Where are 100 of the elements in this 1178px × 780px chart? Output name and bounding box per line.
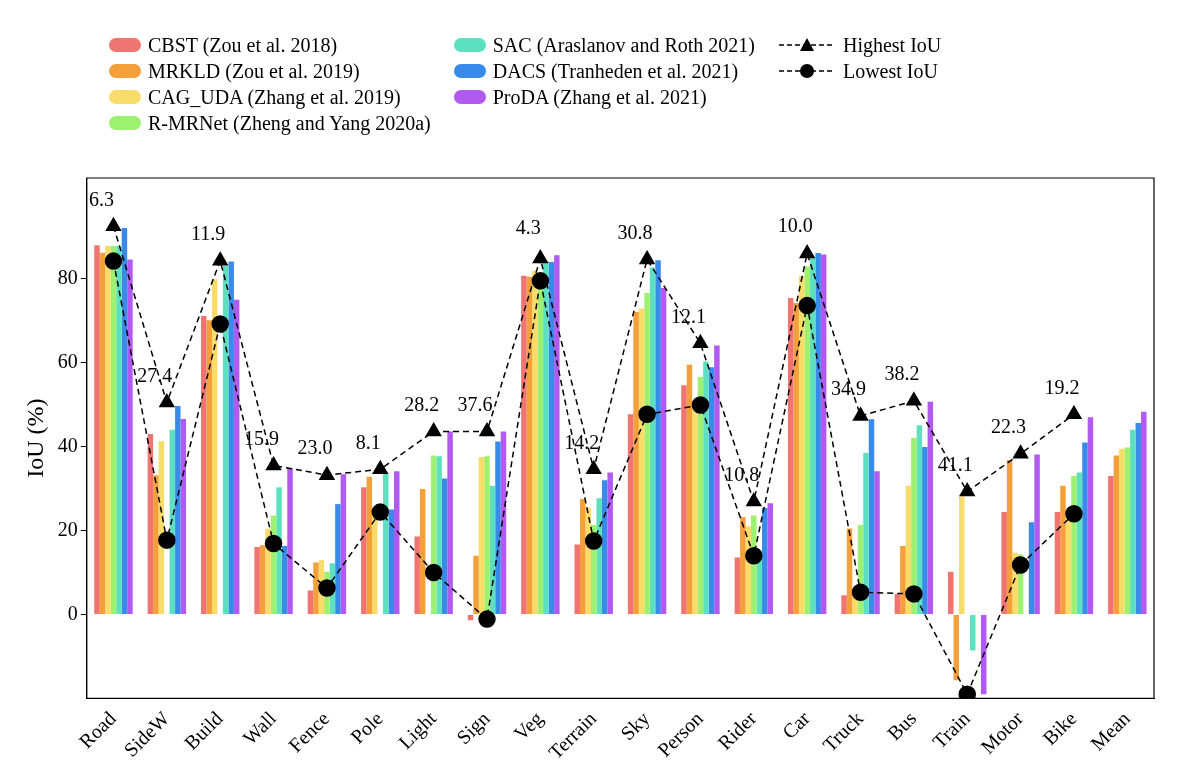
annotation: 28.2 [404, 392, 440, 415]
bar [703, 361, 709, 614]
bar [1028, 522, 1035, 614]
bar [1119, 448, 1125, 614]
bar [815, 253, 821, 614]
bar [922, 447, 928, 614]
point [586, 460, 602, 475]
bar [627, 414, 634, 614]
annotation: 12.1 [670, 304, 706, 327]
bar [601, 480, 608, 614]
point [264, 534, 283, 553]
bar [394, 471, 400, 614]
x-tick-label: Bike [1038, 706, 1081, 750]
bar [1087, 417, 1094, 614]
bar [574, 544, 580, 614]
bar [660, 287, 667, 614]
bar [436, 456, 442, 614]
point [479, 422, 495, 437]
y-tick-label: 0 [67, 601, 78, 624]
point [319, 466, 335, 480]
annotation: 38.2 [884, 362, 920, 385]
point [799, 244, 815, 259]
annotation: 41.1 [937, 452, 973, 475]
bar [969, 614, 976, 651]
annotation: 19.2 [1044, 375, 1080, 398]
y-tick-label: 20 [57, 517, 78, 540]
point [159, 393, 175, 408]
annotation: 6.3 [88, 187, 114, 210]
point [211, 315, 229, 333]
bar [94, 245, 100, 614]
bar [1141, 411, 1147, 614]
bar [762, 507, 768, 614]
bar [532, 270, 538, 614]
bar [1001, 512, 1007, 614]
bar [841, 595, 847, 614]
bar [281, 546, 288, 614]
bar [863, 452, 869, 614]
x-tick-label: Sky [616, 706, 655, 746]
bar [105, 245, 111, 614]
bar [927, 401, 934, 614]
bar [607, 472, 613, 614]
bar [554, 255, 560, 614]
point [318, 579, 336, 597]
point [1066, 405, 1082, 420]
x-tick-label: Veg [509, 706, 548, 746]
bar [894, 593, 901, 614]
bar [1124, 447, 1131, 614]
legend-label: DACS (Tranheden et al. 2021) [492, 59, 739, 83]
bar [383, 473, 389, 614]
bar [447, 431, 453, 614]
point [1011, 556, 1030, 574]
legend-label: MRKLD (Zou et al. 2019) [148, 59, 360, 83]
bar [1108, 475, 1114, 614]
point [638, 405, 656, 424]
bar [714, 345, 720, 614]
bar [686, 364, 693, 614]
annotation: 10.0 [777, 214, 813, 237]
bar [959, 496, 965, 614]
point [104, 252, 123, 270]
annotation: 14.2 [564, 430, 600, 453]
bar [414, 536, 420, 614]
legend-label: CAG_UDA (Zhang et al. 2019) [148, 85, 401, 109]
bar [287, 468, 293, 614]
bar [99, 252, 106, 614]
y-axis-title: IoU (%) [21, 398, 48, 478]
bar [1060, 485, 1066, 614]
point [905, 585, 923, 603]
bar [543, 261, 549, 614]
annotation: 30.8 [617, 220, 653, 243]
bar [804, 266, 810, 614]
point [265, 456, 282, 471]
point [639, 250, 655, 265]
bar [580, 499, 586, 614]
bar [948, 571, 954, 614]
bar [484, 456, 490, 614]
point [691, 396, 710, 414]
bar [521, 275, 527, 614]
bar [254, 546, 260, 614]
point [158, 531, 176, 549]
bar [900, 546, 906, 614]
point [906, 392, 922, 406]
bar [681, 385, 687, 614]
legend-label: SAC (Araslanov and Roth 2021) [492, 33, 755, 57]
point [798, 296, 816, 315]
annotation: 11.9 [191, 221, 226, 244]
bar [734, 557, 741, 614]
annotation: 34.9 [831, 377, 867, 400]
bar [1113, 455, 1120, 614]
bar [366, 476, 373, 614]
bar [419, 488, 426, 614]
bar [767, 503, 774, 614]
bar [655, 260, 661, 614]
bar [793, 303, 799, 614]
bar [200, 316, 207, 614]
bar [1082, 442, 1088, 614]
y-tick-label: 60 [57, 349, 78, 372]
legend-label: Highest IoU [842, 33, 942, 57]
y-tick-label: 40 [57, 433, 78, 456]
annotation: 4.3 [515, 216, 541, 239]
annotation: 27.4 [137, 363, 173, 386]
